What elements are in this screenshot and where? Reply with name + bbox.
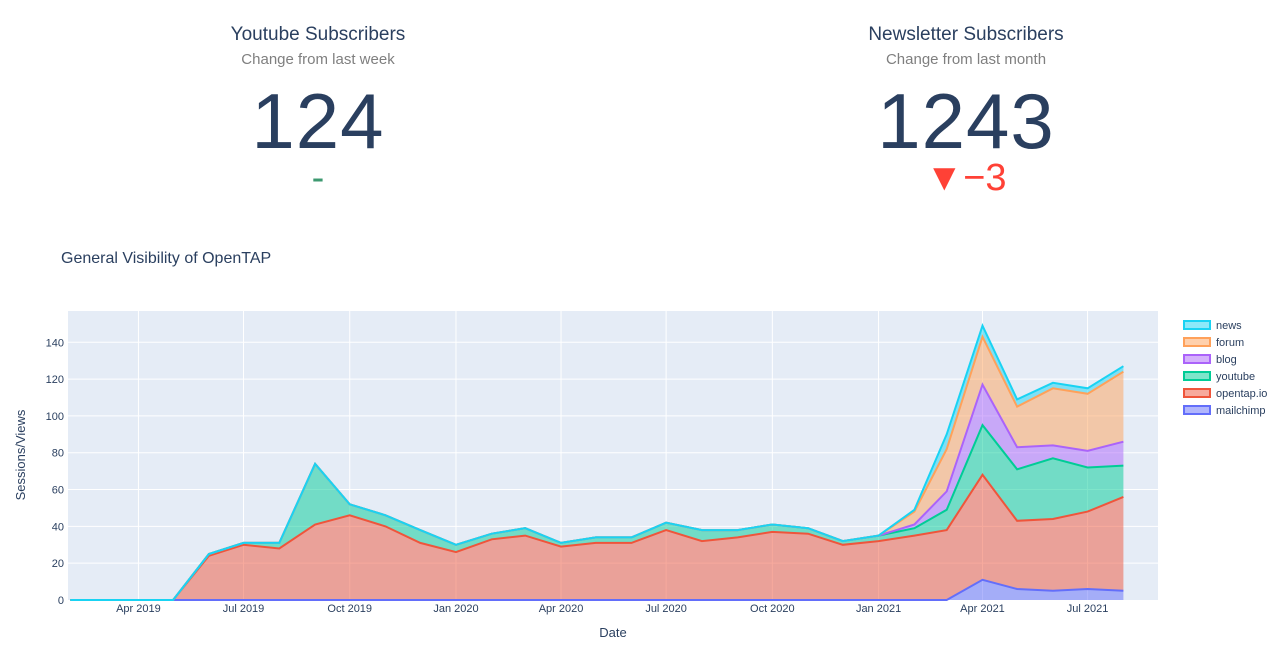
area-opentap.io[interactable] — [70, 474, 1124, 600]
legend-item-youtube[interactable]: youtube — [1183, 371, 1255, 383]
legend-swatch — [1183, 405, 1211, 415]
x-tick-label: Apr 2020 — [539, 603, 584, 615]
y-tick-label: 80 — [52, 448, 64, 460]
youtube-indicator-subtitle: Change from last week — [241, 51, 395, 68]
legend-swatch — [1183, 388, 1211, 398]
area-mailchimp[interactable] — [70, 579, 1124, 600]
x-tick-label: Apr 2019 — [116, 603, 161, 615]
x-axis-title: Date — [599, 625, 626, 640]
newsletter-indicator-delta: ▼−3 — [925, 157, 1007, 199]
legend-label: blog — [1216, 354, 1237, 366]
newsletter-indicator-value: 1243 — [877, 77, 1055, 165]
y-tick-label: 100 — [46, 411, 64, 423]
x-tick-label: Jul 2020 — [645, 603, 687, 615]
legend[interactable]: news forum blog youtube opentap.io mailchimp — [1183, 320, 1267, 417]
youtube-indicator-title: Youtube Subscribers — [230, 24, 406, 45]
newsletter-indicator-title: Newsletter Subscribers — [868, 24, 1064, 45]
y-tick-label: 0 — [58, 595, 64, 607]
legend-item-news[interactable]: news — [1183, 320, 1242, 332]
y-tick-label: 60 — [52, 485, 64, 497]
legend-swatch — [1183, 320, 1211, 330]
legend-label: youtube — [1216, 371, 1255, 383]
y-tick-label: 20 — [52, 558, 64, 570]
x-tick-label: Oct 2020 — [750, 603, 795, 615]
chart-title: General Visibility of OpenTAP — [61, 250, 272, 267]
youtube-indicator-value: 124 — [251, 77, 385, 165]
legend-label: news — [1216, 320, 1242, 332]
x-tick-label: Jan 2021 — [856, 603, 901, 615]
y-tick-label: 40 — [52, 521, 64, 533]
legend-item-mailchimp[interactable]: mailchimp — [1183, 405, 1266, 417]
legend-label: forum — [1216, 337, 1244, 349]
x-tick-label: Jul 2021 — [1067, 603, 1109, 615]
legend-swatch — [1183, 337, 1211, 347]
y-tick-label: 120 — [46, 374, 64, 386]
x-axis-ticks: Apr 2019 Jul 2019 Oct 2019 Jan 2020 Apr 2020… — [116, 603, 1108, 615]
line-opentap.io — [70, 473, 1124, 601]
legend-swatch — [1183, 354, 1211, 364]
y-axis-ticks: 0 20 40 60 80 100 120 140 — [46, 337, 64, 607]
line-news — [70, 322, 1124, 601]
area-chart[interactable]: 0 20 40 60 80 100 120 140 Apr 2019 Jul 2019 Oct 2… — [0, 280, 1280, 649]
line-mailchimp — [70, 578, 1124, 601]
legend-label: opentap.io — [1216, 388, 1267, 400]
series-lines — [70, 322, 1124, 601]
newsletter-indicator-subtitle: Change from last month — [885, 51, 1047, 68]
legend-item-opentap.io[interactable]: opentap.io — [1183, 388, 1267, 400]
x-tick-label: Jan 2020 — [433, 603, 478, 615]
x-tick-label: Oct 2019 — [327, 603, 372, 615]
y-tick-label: 140 — [46, 337, 64, 349]
legend-item-forum[interactable]: forum — [1183, 337, 1244, 349]
y-axis-title: Sessions/Views — [13, 409, 28, 500]
youtube-indicator-delta: - — [311, 157, 325, 199]
legend-item-blog[interactable]: blog — [1183, 354, 1237, 366]
x-tick-label: Jul 2019 — [223, 603, 265, 615]
x-tick-label: Apr 2021 — [960, 603, 1005, 615]
legend-swatch — [1183, 371, 1211, 381]
stacked-areas[interactable] — [70, 325, 1124, 600]
legend-label: mailchimp — [1216, 405, 1266, 417]
